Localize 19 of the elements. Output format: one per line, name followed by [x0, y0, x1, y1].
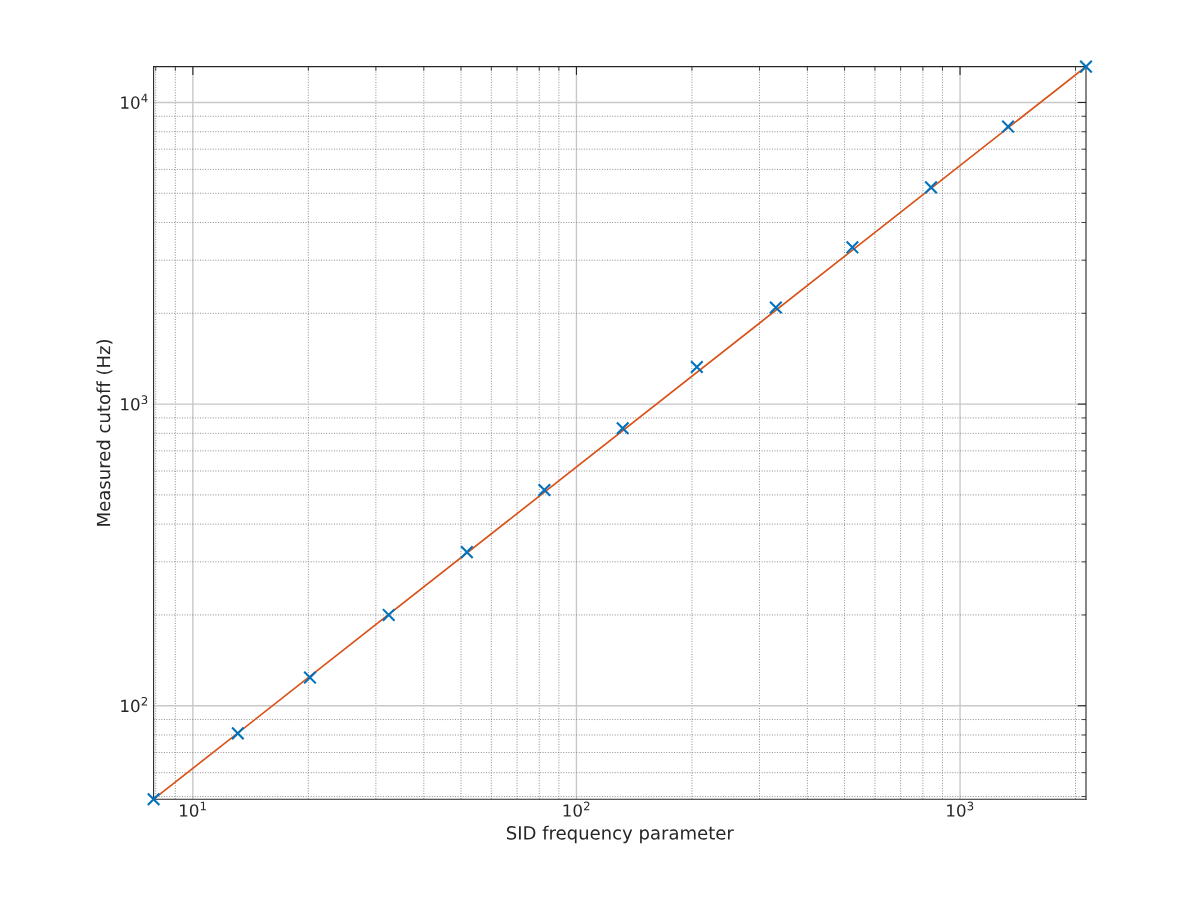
point [924, 180, 938, 195]
point [537, 483, 552, 497]
point [303, 670, 317, 685]
point [381, 608, 396, 622]
x-tick-label: 10$^{3}$ [947, 801, 974, 817]
point [615, 421, 630, 436]
x-tick-label: 10$^{1}$ [180, 801, 206, 817]
x-tick-label: 10$^{2}$ [563, 801, 590, 817]
y-tick-label: 10$^{3}$ [121, 395, 148, 411]
point [769, 300, 783, 315]
point [460, 545, 474, 560]
point [1001, 119, 1015, 134]
point [1079, 59, 1093, 74]
x-axis-title: SID frequency parameter [506, 825, 734, 844]
point [845, 240, 860, 255]
point [690, 360, 704, 374]
y-tick-label: 10$^{4}$ [121, 93, 148, 109]
y-tick-label: 10$^{2}$ [121, 696, 148, 713]
y-axis-title: Measured cutoff (Hz) [96, 339, 113, 526]
